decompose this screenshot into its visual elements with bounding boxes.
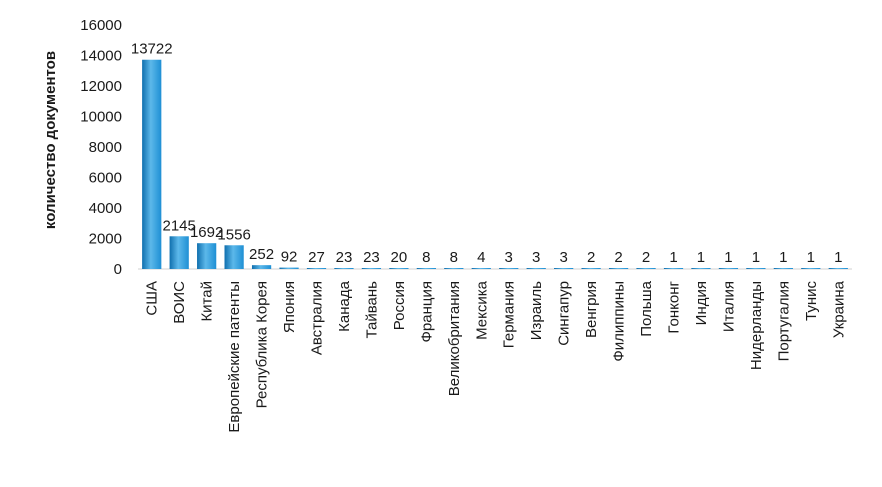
bar	[828, 268, 848, 269]
data-label: 27	[308, 249, 325, 266]
y-tick-label: 6000	[89, 170, 122, 187]
data-label: 23	[363, 249, 380, 266]
bar	[746, 268, 766, 269]
bar	[416, 268, 436, 269]
category-label: Португалия	[775, 281, 792, 361]
data-label: 4	[477, 249, 485, 266]
category-label: Венгрия	[583, 281, 600, 338]
y-tick-label: 12000	[80, 78, 122, 95]
category-label: Канада	[336, 280, 353, 331]
bar	[636, 268, 656, 269]
bar	[444, 268, 464, 269]
category-label: США	[144, 281, 161, 316]
data-label: 8	[450, 249, 458, 266]
bar	[499, 268, 519, 269]
data-label: 2	[614, 249, 622, 266]
bar	[334, 268, 354, 269]
category-label: Мексика	[473, 280, 490, 340]
data-label: 8	[422, 249, 430, 266]
category-label: Германия	[501, 281, 518, 348]
data-label: 1692	[190, 224, 223, 241]
category-label: Гонконг	[666, 280, 683, 333]
y-tick-label: 2000	[89, 231, 122, 248]
category-label: Филиппины	[611, 281, 628, 362]
bar	[471, 268, 491, 269]
data-label: 1	[807, 249, 815, 266]
y-tick-label: 4000	[89, 200, 122, 217]
data-label: 2	[587, 249, 595, 266]
bar	[361, 268, 382, 269]
y-tick-label: 16000	[80, 17, 122, 34]
category-label: Тайвань	[363, 281, 380, 339]
category-label: Австралия	[309, 281, 326, 355]
bar	[306, 268, 327, 269]
bar	[197, 243, 217, 269]
category-label: Республика Корея	[254, 281, 271, 408]
category-label: Украина	[830, 280, 847, 338]
bar	[389, 268, 409, 269]
data-label: 2145	[163, 217, 196, 234]
bar	[554, 268, 574, 269]
bar	[251, 265, 272, 269]
bar	[773, 268, 793, 269]
y-axis: 0 2000 4000 6000 8000 10000 12000 14000 16000	[80, 17, 122, 278]
category-label: ВОИС	[171, 281, 188, 324]
y-tick-label: 8000	[89, 139, 122, 156]
category-label: Сингапур	[556, 281, 573, 346]
bar	[526, 268, 546, 269]
category-label: Италия	[720, 281, 737, 332]
data-label: 1	[724, 249, 732, 266]
bar	[581, 268, 601, 269]
data-label: 3	[505, 249, 513, 266]
bar	[169, 236, 189, 269]
bars	[142, 59, 848, 269]
data-label: 1	[697, 249, 705, 266]
category-label: Индия	[693, 281, 710, 325]
bar	[663, 268, 684, 269]
y-tick-label: 0	[114, 261, 122, 278]
data-label: 3	[532, 249, 540, 266]
bar	[691, 268, 711, 269]
data-label: 1556	[217, 226, 250, 243]
data-label: 20	[391, 249, 408, 266]
data-label: 92	[281, 249, 298, 266]
bar	[279, 267, 299, 269]
data-label: 1	[779, 249, 787, 266]
category-label: Израиль	[528, 281, 545, 340]
category-label: Нидерланды	[748, 281, 765, 370]
y-tick-label: 10000	[80, 109, 122, 126]
category-label: Китай	[199, 281, 216, 322]
data-label: 252	[249, 246, 274, 263]
bar	[608, 268, 629, 269]
bar	[801, 268, 821, 269]
data-label: 23	[336, 249, 353, 266]
data-label: 2	[642, 249, 650, 266]
category-label: Россия	[391, 281, 408, 330]
category-label: Тунис	[803, 281, 820, 321]
data-label: 1	[752, 249, 760, 266]
category-label: Великобритания	[446, 281, 463, 396]
category-label: Европейские патенты	[226, 281, 243, 433]
category-label: Польша	[638, 280, 655, 336]
category-labels: США ВОИС Китай Европейские патенты Республик…	[144, 280, 848, 432]
category-label: Япония	[281, 281, 298, 333]
data-label: 1	[669, 249, 677, 266]
bar	[224, 245, 244, 269]
y-axis-title: количество документов	[42, 51, 59, 229]
data-label: 13722	[131, 41, 173, 58]
y-tick-label: 14000	[80, 48, 122, 65]
data-label: 3	[559, 249, 567, 266]
data-label: 1	[834, 249, 842, 266]
category-label: Франция	[418, 281, 435, 342]
bar	[718, 268, 739, 269]
bar	[142, 59, 162, 269]
